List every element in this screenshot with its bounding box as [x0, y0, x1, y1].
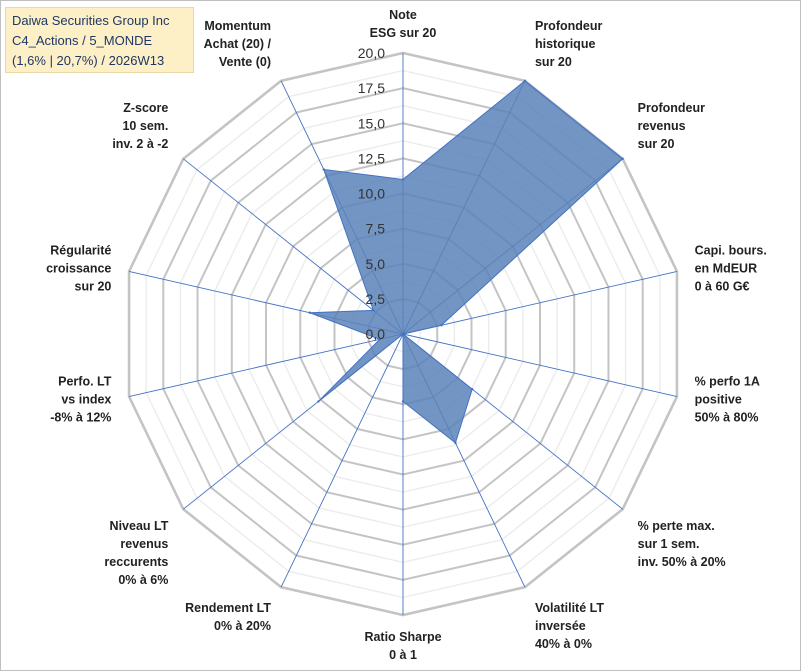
tick-label: 12,5: [358, 150, 385, 166]
axis-label-line: croissance: [46, 261, 111, 275]
chart-title-box: Daiwa Securities Group Inc C4_Actions / …: [5, 7, 194, 73]
tick-label: 2,5: [366, 291, 386, 307]
data-point-9: [317, 400, 320, 403]
axis-label-line: Niveau LT: [110, 519, 169, 533]
axis-label-line: Note: [389, 8, 417, 22]
axis-label-line: Volatilité LT: [535, 601, 604, 615]
tick-label: 15,0: [358, 115, 385, 131]
axis-label-12: Z-score 10 sem. inv. 2 à -2: [112, 101, 168, 151]
axis-label-2: Profondeur revenus sur 20: [638, 101, 705, 151]
axis-label-line: Capi. bours.: [695, 243, 767, 257]
axis-label-line: sur 20: [638, 137, 675, 151]
axis-label-10: Perfo. LT vs index -8% à 12%: [50, 375, 112, 425]
axis-label-line: revenus: [638, 119, 686, 133]
axis-label-13: Momentum Achat (20) / Vente (0): [204, 19, 272, 69]
axis-label-line: inv. 2 à -2: [112, 137, 168, 151]
axis-label-line: Momentum: [204, 19, 271, 33]
axis-label-line: positive: [695, 393, 742, 407]
axis-label-line: 0 à 60 G€: [695, 279, 750, 293]
axis-label-line: reccurents: [104, 555, 168, 569]
spoke-3: [402, 271, 678, 335]
axis-label-line: sur 1 sem.: [638, 537, 700, 551]
tick-label: 0,0: [366, 326, 386, 342]
axis-label-line: 50% à 80%: [695, 411, 759, 425]
data-point-11: [308, 311, 312, 314]
data-point-10: [378, 338, 381, 341]
axis-label-line: Rendement LT: [185, 601, 271, 615]
axis-label-7: Ratio Sharpe 0 à 1: [364, 630, 441, 662]
axis-label-line: Profondeur: [535, 19, 602, 33]
data-point-8: [401, 332, 405, 336]
axis-label-1: Profondeur historique sur 20: [535, 19, 602, 69]
axis-label-line: inversée: [535, 619, 586, 633]
data-point-12: [372, 309, 375, 312]
axis-label-11: Régularité croissance sur 20: [46, 243, 111, 293]
spoke-4: [402, 333, 678, 397]
radar-tick-labels: 0,0 2,5 5,0 7,5 10,0 12,5 15,0 17,5 20,0: [358, 45, 385, 342]
axis-label-line: % perte max.: [638, 519, 715, 533]
axis-label-line: 40% à 0%: [535, 637, 592, 651]
data-point-2: [621, 157, 624, 160]
spoke-10: [128, 333, 404, 397]
axis-label-line: historique: [535, 37, 595, 51]
axis-label-line: sur 20: [75, 279, 112, 293]
axis-label-5: % perte max. sur 1 sem. inv. 50% à 20%: [638, 519, 726, 569]
data-point-1: [523, 79, 527, 83]
tick-label: 17,5: [358, 80, 385, 96]
data-point-0: [401, 178, 405, 181]
data-point-13: [322, 168, 325, 171]
axis-label-4: % perfo 1A positive 50% à 80%: [695, 375, 760, 425]
axis-label-line: Ratio Sharpe: [364, 630, 441, 644]
axis-label-3: Capi. bours. en MdEUR 0 à 60 G€: [695, 243, 767, 293]
series-area: [309, 80, 624, 444]
tick-label: 10,0: [358, 186, 385, 202]
axis-label-6: Volatilité LT inversée 40% à 0%: [535, 601, 604, 651]
axis-label-line: Perfo. LT: [58, 375, 112, 389]
axis-label-line: 10 sem.: [122, 119, 168, 133]
tick-label: 7,5: [366, 221, 386, 237]
tick-label: 20,0: [358, 45, 385, 61]
axis-label-line: revenus: [120, 537, 168, 551]
axis-label-9: Niveau LT revenus reccurents 0% à 6%: [104, 519, 168, 587]
tick-label: 5,0: [366, 256, 386, 272]
axis-label-line: ESG sur 20: [370, 26, 437, 40]
axis-label-line: Z-score: [123, 101, 168, 115]
radar-series: [308, 79, 624, 445]
axis-label-line: Profondeur: [638, 101, 705, 115]
axis-label-line: 0% à 20%: [214, 619, 271, 633]
spoke-12: [183, 158, 404, 335]
spoke-8: [280, 333, 404, 588]
chart-title-line-1: Daiwa Securities Group Inc: [12, 13, 170, 28]
axis-label-line: % perfo 1A: [695, 375, 760, 389]
axis-label-line: -8% à 12%: [50, 411, 111, 425]
axis-label-8: Rendement LT 0% à 20%: [185, 601, 271, 633]
axis-label-line: 0% à 6%: [118, 573, 168, 587]
axis-label-0: Note ESG sur 20: [370, 8, 437, 40]
data-point-5: [471, 387, 474, 391]
radar-axis-labels: Note ESG sur 20 Profondeur historique sur 20…: [46, 8, 767, 662]
axis-label-line: Vente (0): [219, 55, 271, 69]
chart-title-line-2: C4_Actions / 5_MONDE: [12, 33, 153, 48]
axis-label-line: Achat (20) /: [204, 37, 272, 51]
data-point-3: [440, 324, 443, 327]
axis-label-line: Régularité: [50, 243, 111, 257]
axis-label-line: vs index: [61, 393, 111, 407]
data-point-6: [454, 441, 457, 445]
chart-title-line-3: (1,6% | 20,7%) / 2026W13: [12, 53, 165, 68]
axis-label-line: en MdEUR: [695, 261, 758, 275]
axis-label-line: 0 à 1: [389, 648, 417, 662]
data-point-7: [401, 400, 405, 403]
axis-label-line: sur 20: [535, 55, 572, 69]
axis-label-line: inv. 50% à 20%: [638, 555, 726, 569]
